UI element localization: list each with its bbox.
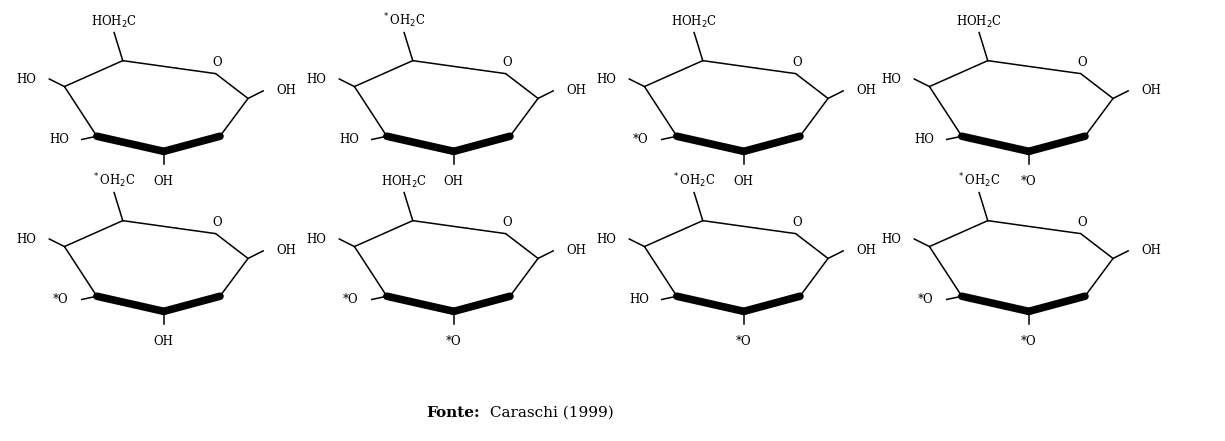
Text: *O: *O <box>53 293 69 306</box>
Text: HO: HO <box>16 72 37 86</box>
Text: O: O <box>791 56 801 69</box>
Text: $^*$OH$_2$C: $^*$OH$_2$C <box>673 172 715 191</box>
Text: HO: HO <box>339 133 359 146</box>
Text: OH: OH <box>1142 244 1161 258</box>
Text: OH: OH <box>1142 84 1161 97</box>
Text: HO: HO <box>914 133 933 146</box>
Text: HO: HO <box>49 133 69 146</box>
Text: Caraschi (1999): Caraschi (1999) <box>485 406 614 420</box>
Text: *O: *O <box>633 133 649 146</box>
Text: *O: *O <box>1020 175 1036 188</box>
Text: O: O <box>502 216 512 229</box>
Text: HO: HO <box>16 232 37 246</box>
Text: HO: HO <box>882 72 902 86</box>
Text: O: O <box>212 56 222 69</box>
Text: HOH$_2$C: HOH$_2$C <box>91 14 137 30</box>
Text: HO: HO <box>306 232 326 246</box>
Text: *O: *O <box>343 293 359 306</box>
Text: OH: OH <box>443 175 464 188</box>
Text: OH: OH <box>856 244 876 258</box>
Text: OH: OH <box>276 244 296 258</box>
Text: OH: OH <box>566 244 586 258</box>
Text: O: O <box>1077 216 1087 229</box>
Text: O: O <box>791 216 801 229</box>
Text: $^*$OH$_2$C: $^*$OH$_2$C <box>957 172 1001 191</box>
Text: HO: HO <box>628 293 649 306</box>
Text: *O: *O <box>918 293 933 306</box>
Text: OH: OH <box>856 84 876 97</box>
Text: HO: HO <box>306 72 326 86</box>
Text: HO: HO <box>597 232 616 246</box>
Text: O: O <box>502 56 512 69</box>
Text: O: O <box>1077 56 1087 69</box>
Text: HOH$_2$C: HOH$_2$C <box>671 14 717 30</box>
Text: *O: *O <box>736 335 752 348</box>
Text: *O: *O <box>446 335 462 348</box>
Text: $^*$OH$_2$C: $^*$OH$_2$C <box>382 12 426 30</box>
Text: HO: HO <box>597 72 616 86</box>
Text: HOH$_2$C: HOH$_2$C <box>956 14 1002 30</box>
Text: *O: *O <box>1020 335 1036 348</box>
Text: Fonte:: Fonte: <box>426 406 480 420</box>
Text: HO: HO <box>882 232 902 246</box>
Text: $^*$OH$_2$C: $^*$OH$_2$C <box>92 172 136 191</box>
Text: OH: OH <box>154 335 174 348</box>
Text: O: O <box>212 216 222 229</box>
Text: OH: OH <box>734 175 753 188</box>
Text: OH: OH <box>566 84 586 97</box>
Text: OH: OH <box>276 84 296 97</box>
Text: OH: OH <box>154 175 174 188</box>
Text: HOH$_2$C: HOH$_2$C <box>381 174 428 191</box>
